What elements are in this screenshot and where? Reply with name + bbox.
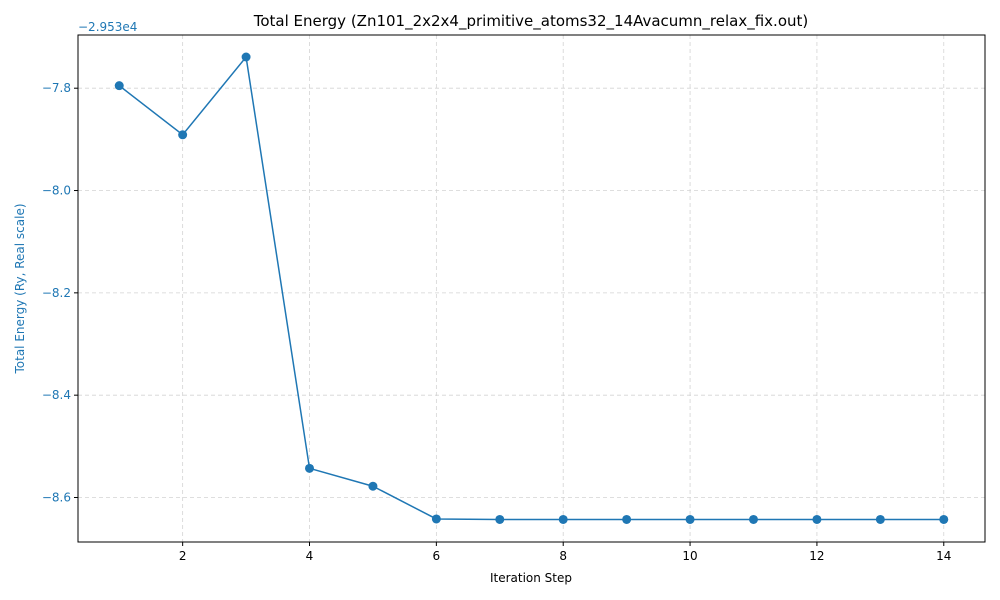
data-point bbox=[939, 514, 949, 524]
data-point bbox=[748, 514, 758, 524]
x-tick-label: 8 bbox=[559, 549, 567, 563]
x-tick-label: 10 bbox=[682, 549, 697, 563]
y-tick-label: −7.8 bbox=[42, 81, 71, 95]
data-point bbox=[685, 514, 695, 524]
x-axis-label: Iteration Step bbox=[490, 571, 572, 585]
data-point bbox=[558, 514, 568, 524]
x-tick-label: 2 bbox=[179, 549, 187, 563]
data-point bbox=[305, 463, 315, 473]
data-point bbox=[812, 514, 822, 524]
y-tick-label: −8.0 bbox=[42, 184, 71, 198]
y-tick-label: −8.6 bbox=[42, 490, 71, 504]
x-axis: 2 4 6 8 10 12 14 bbox=[179, 542, 951, 563]
data-point bbox=[875, 514, 885, 524]
data-point bbox=[368, 481, 378, 491]
y-axis-label: Total Energy (Ry, Real scale) bbox=[13, 203, 27, 374]
plot-frame bbox=[77, 34, 986, 543]
chart-title: Total Energy (Zn101_2x2x4_primitive_atom… bbox=[253, 12, 809, 31]
data-point bbox=[431, 514, 441, 524]
y-axis: −8.6 −8.4 −8.2 −8.0 −7.8 bbox=[42, 81, 78, 504]
series-layer bbox=[114, 52, 949, 524]
x-tick-label: 4 bbox=[306, 549, 314, 563]
x-tick-label: 14 bbox=[936, 549, 951, 563]
y-tick-label: −8.4 bbox=[42, 388, 71, 402]
y-offset-label: −2.953e4 bbox=[78, 20, 137, 34]
series-line bbox=[118, 55, 944, 521]
x-tick-label: 12 bbox=[809, 549, 824, 563]
data-point bbox=[495, 514, 505, 524]
data-point bbox=[622, 514, 632, 524]
data-point bbox=[114, 81, 124, 91]
y-tick-label: −8.2 bbox=[42, 286, 71, 300]
x-tick-label: 6 bbox=[433, 549, 441, 563]
data-point bbox=[178, 130, 188, 140]
data-point bbox=[241, 52, 251, 62]
grid bbox=[78, 35, 985, 542]
